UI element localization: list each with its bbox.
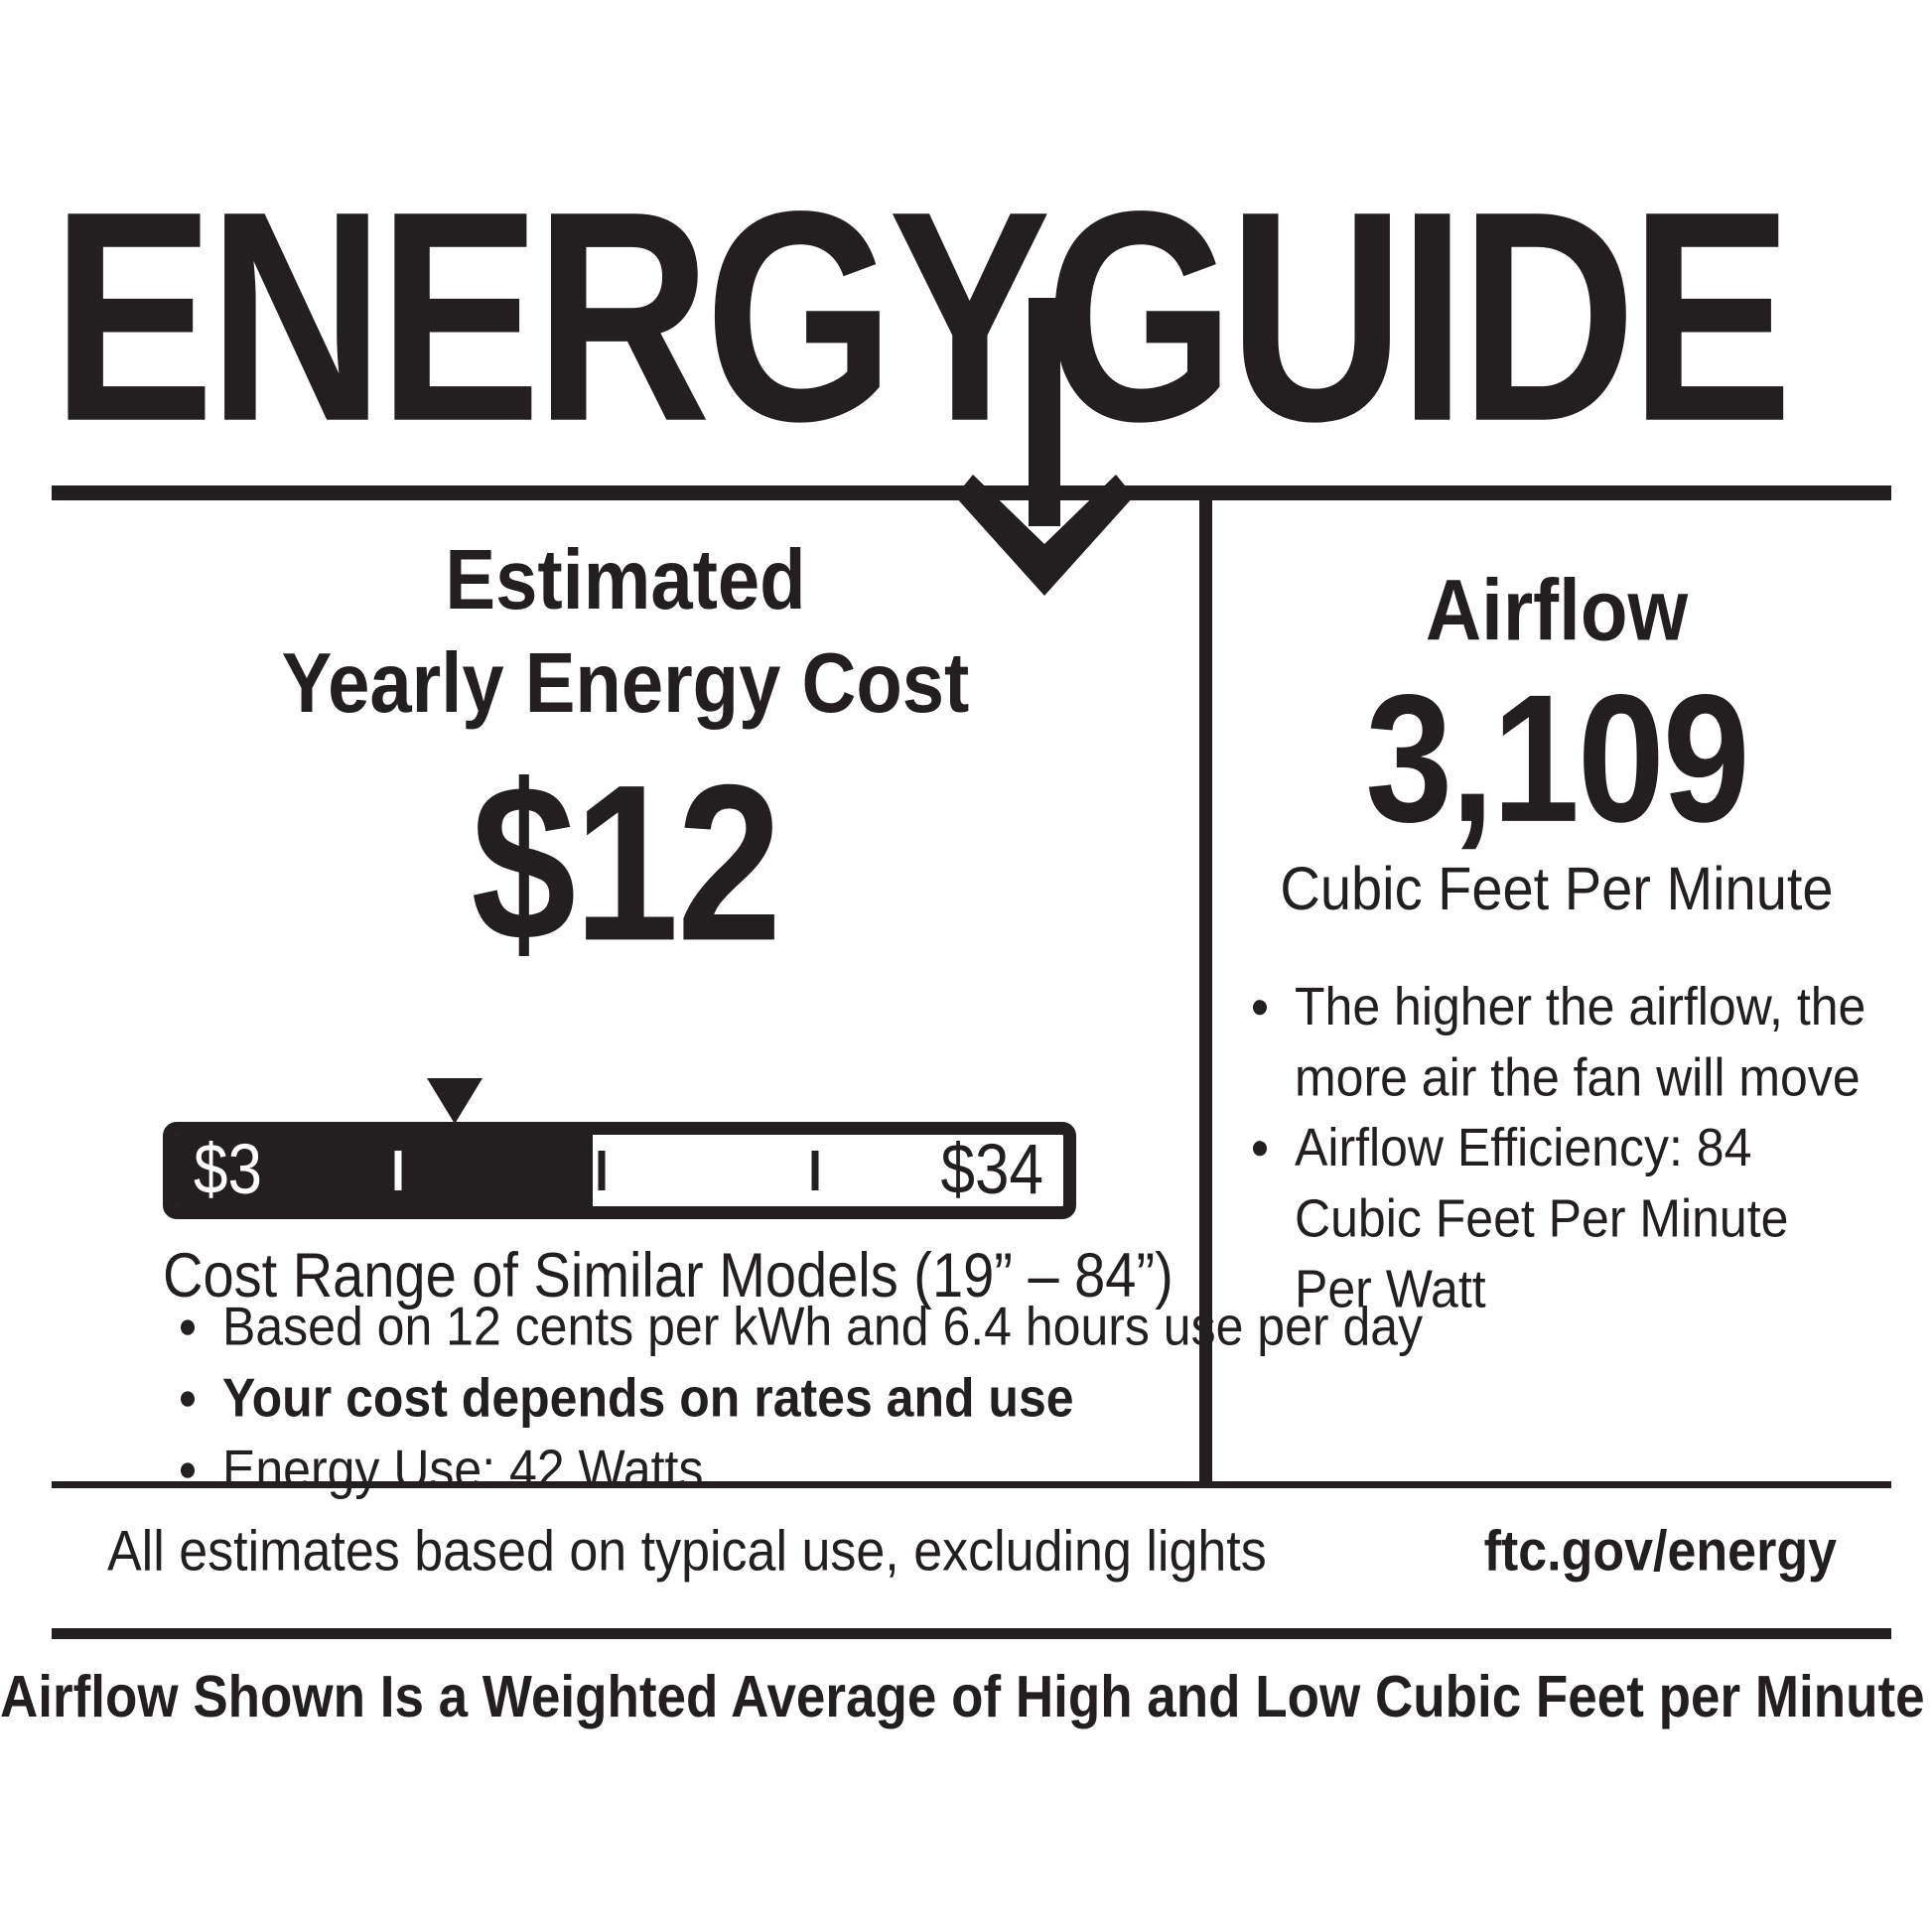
list-item: Based on 12 cents per kWh and 6.4 hours …	[171, 1287, 1423, 1365]
marker-triangle-icon	[427, 1078, 483, 1124]
ftc-url[interactable]: ftc.gov/energy	[1483, 1520, 1837, 1584]
divider-middle	[52, 1481, 1891, 1488]
airflow-panel: Airflow 3,109 Cubic Feet Per Minute The …	[1223, 506, 1890, 1479]
masthead: ENERGYGUIDE	[52, 168, 1793, 468]
cost-range-tick	[394, 1151, 401, 1190]
list-item: The higher the airflow, the more air the…	[1243, 971, 1878, 1113]
cost-range-marker	[163, 1074, 1076, 1124]
cost-range-tick	[598, 1151, 606, 1190]
airflow-label: Airflow	[1425, 560, 1689, 659]
cost-range-tick	[811, 1151, 819, 1190]
cost-range-low-label: $3	[194, 1130, 262, 1210]
estimated-cost-panel: Estimated Yearly Energy Cost $12 $3 $34 …	[60, 506, 1423, 1500]
footer-estimates-note: All estimates based on typical use, excl…	[107, 1520, 1267, 1584]
divider-top	[52, 485, 1891, 500]
airflow-disclaimer: Airflow Shown Is a Weighted Average of H…	[0, 1664, 1932, 1730]
airflow-units-label: Cubic Feet Per Minute	[1280, 854, 1834, 923]
list-item: Airflow Efficiency: 84 Cubic Feet Per Mi…	[1243, 1112, 1878, 1324]
estimated-label-line2: Yearly Energy Cost	[281, 635, 970, 732]
divider-vertical	[1199, 493, 1212, 1482]
cost-range-widget: $3 $34 Cost Range of Similar Models (19”…	[163, 1074, 1173, 1310]
cost-notes-list: Based on 12 cents per kWh and 6.4 hours …	[171, 1291, 1423, 1508]
airflow-value: 3,109	[1365, 657, 1749, 861]
energyguide-wordmark: ENERGYGUIDE	[52, 150, 1793, 484]
list-item: Energy Use: 42 Watts	[171, 1430, 1223, 1508]
yearly-energy-cost-value: $12	[471, 739, 781, 988]
airflow-notes-list: The higher the airflow, the more air the…	[1243, 971, 1878, 1318]
divider-bottom	[52, 1628, 1891, 1639]
cost-range-bar: $3 $34	[163, 1122, 1076, 1219]
list-item: Your cost depends on rates and use	[171, 1358, 1223, 1437]
cost-range-fill	[176, 1135, 594, 1206]
cost-range-caption: Cost Range of Similar Models (19” – 84”)	[163, 1239, 1173, 1311]
cost-range-high-label: $34	[940, 1130, 1043, 1210]
estimated-label-line1: Estimated	[445, 532, 806, 628]
